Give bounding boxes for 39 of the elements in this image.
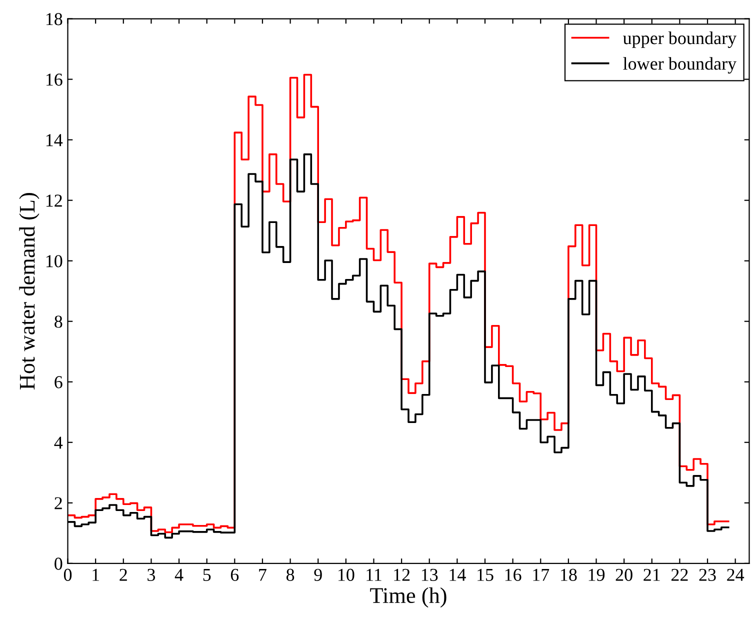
x-tick-label: 7 <box>259 568 266 581</box>
legend-label: upper boundary <box>623 32 737 48</box>
x-tick-label: 24 <box>727 568 744 581</box>
y-tick-label: 4 <box>54 436 63 449</box>
x-tick-label: 14 <box>450 568 466 581</box>
x-tick-label: 16 <box>505 568 522 581</box>
x-tick-label: 4 <box>174 568 184 581</box>
y-axis-title: Hot water demand (L) <box>19 193 40 390</box>
y-tick-label: 12 <box>46 194 62 207</box>
x-tick-label: 2 <box>120 568 127 581</box>
y-tick-label: 2 <box>54 497 62 510</box>
x-tick-label: 15 <box>478 568 494 581</box>
x-tick-label: 10 <box>338 568 354 581</box>
y-tick-label: 16 <box>46 74 62 86</box>
x-tick-label: 12 <box>394 568 410 581</box>
x-tick-label: 3 <box>148 568 156 581</box>
x-tick-label: 6 <box>230 568 239 581</box>
x-tick-label: 18 <box>561 568 577 581</box>
x-tick-label: 20 <box>616 568 632 581</box>
y-tick-label: 0 <box>54 558 62 570</box>
x-axis-title: Time (h) <box>370 587 446 608</box>
x-tick-label: 23 <box>699 568 716 581</box>
x-tick-label: 13 <box>422 568 438 581</box>
x-tick-label: 8 <box>286 568 294 581</box>
legend-label: lower boundary <box>623 57 737 74</box>
x-tick-label: 0 <box>64 568 72 581</box>
y-tick-label: 10 <box>46 255 62 268</box>
x-tick-label: 11 <box>366 568 382 581</box>
y-tick-label: 6 <box>54 376 62 388</box>
y-tick-label: 8 <box>54 316 62 328</box>
x-tick-label: 9 <box>314 568 322 581</box>
x-tick-label: 19 <box>588 568 605 581</box>
x-tick-label: 1 <box>92 568 100 581</box>
x-tick-label: 5 <box>203 568 211 581</box>
x-tick-label: 17 <box>533 568 550 581</box>
y-tick-label: 18 <box>46 13 62 26</box>
y-tick-label: 14 <box>46 134 63 146</box>
x-tick-label: 22 <box>671 568 688 581</box>
x-tick-label: 21 <box>644 568 660 581</box>
